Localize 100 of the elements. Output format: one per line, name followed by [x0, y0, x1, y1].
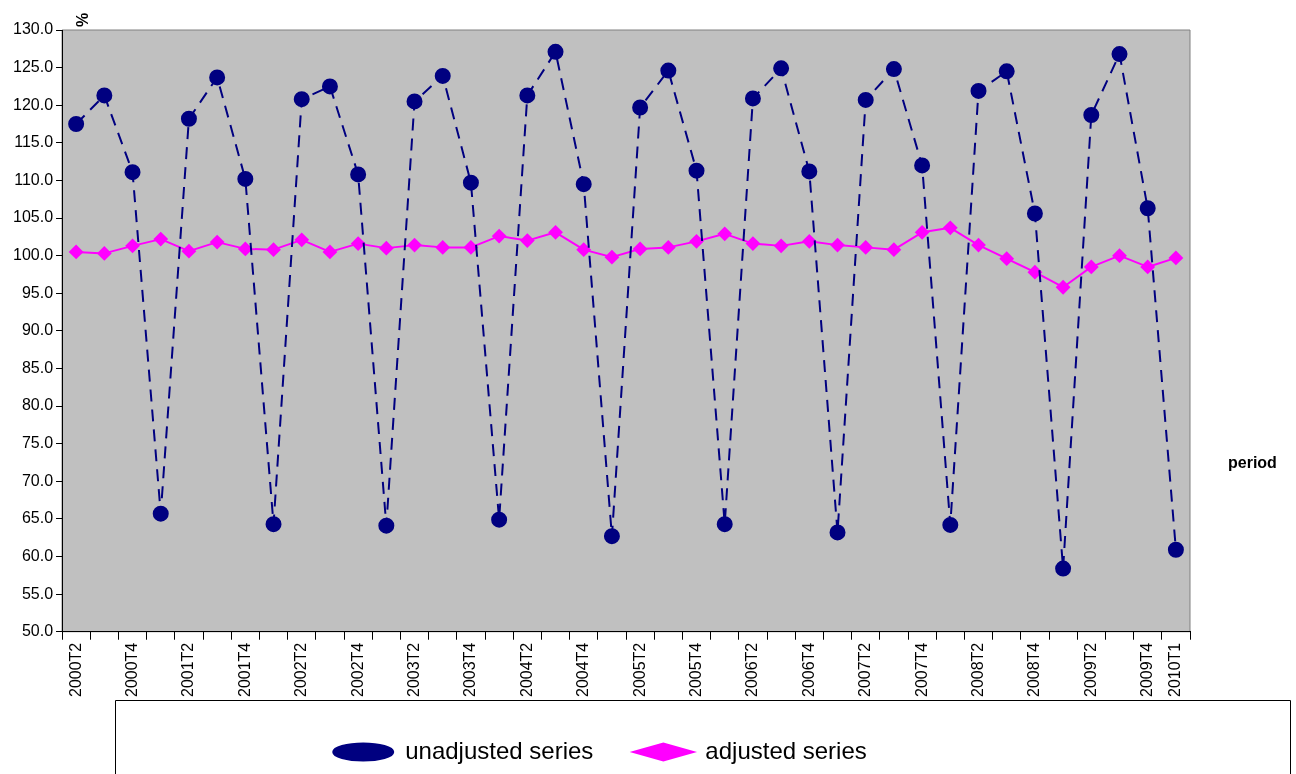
y-tick-label: 110.0 [14, 170, 54, 188]
point [915, 225, 930, 240]
point [857, 91, 874, 108]
point [407, 238, 422, 253]
point [1056, 280, 1071, 295]
y-tick-label: 90.0 [21, 321, 54, 339]
legend-label: adjusted series [705, 736, 867, 764]
point [294, 232, 309, 247]
y-tick-label: 70.0 [21, 471, 54, 489]
point [632, 99, 649, 116]
point [96, 87, 113, 104]
x-axis-title: period [1228, 453, 1277, 471]
point [689, 234, 704, 249]
y-tick-label: 60.0 [21, 546, 54, 564]
point [858, 240, 873, 255]
x-tick-label: 2004T2 [517, 642, 535, 697]
point [688, 162, 705, 179]
point [124, 164, 141, 181]
point [1112, 248, 1127, 263]
point [830, 238, 845, 253]
y-tick-label: 55.0 [21, 584, 54, 602]
point [1168, 250, 1183, 265]
point [745, 236, 760, 251]
point [802, 234, 817, 249]
point [1167, 541, 1184, 558]
point [575, 176, 592, 193]
point [406, 93, 423, 110]
x-tick-label: 2003T2 [404, 642, 422, 697]
point [152, 505, 169, 522]
point [998, 63, 1015, 80]
point [238, 241, 253, 256]
point [660, 62, 677, 79]
x-tick-label: 2005T4 [686, 642, 704, 697]
x-tick-label: 2006T2 [743, 642, 761, 697]
y-tick-label: 65.0 [21, 509, 54, 527]
y-axis-title: % [74, 12, 92, 28]
point [379, 241, 394, 256]
point [1083, 107, 1100, 123]
point [1139, 200, 1156, 217]
x-tick-label: 2010T1 [1166, 642, 1184, 697]
point [97, 246, 112, 261]
point [774, 238, 789, 253]
point [1140, 259, 1155, 274]
y-tick-label: 130.0 [12, 20, 54, 38]
point [914, 157, 931, 174]
point [435, 240, 450, 255]
x-tick-label: 2008T2 [968, 642, 986, 697]
point [744, 90, 761, 107]
x-tick-label: 2009T4 [1138, 642, 1156, 697]
x-tick-label: 2008T4 [1025, 642, 1043, 697]
point [942, 516, 959, 533]
point [434, 67, 451, 84]
y-tick-label: 100.0 [12, 246, 54, 264]
point [68, 116, 85, 133]
point [210, 235, 225, 250]
legend-label: unadjusted series [405, 736, 594, 764]
point [463, 240, 478, 255]
point [999, 251, 1014, 266]
point [943, 220, 958, 235]
y-tick-label: 75.0 [21, 434, 54, 452]
x-tick-label: 2002T2 [292, 642, 310, 697]
point [971, 238, 986, 253]
point [492, 229, 507, 244]
point [970, 82, 987, 99]
point [350, 166, 367, 183]
point [520, 233, 535, 248]
x-tick-label: 2003T4 [461, 642, 479, 697]
x-tick-label: 2005T2 [630, 642, 648, 697]
point [237, 170, 254, 187]
point [548, 225, 563, 240]
point [378, 517, 395, 534]
point [462, 174, 479, 191]
y-tick-label: 120.0 [12, 95, 54, 113]
point [773, 60, 790, 77]
point [153, 232, 168, 247]
x-tick-label: 2000T4 [122, 642, 140, 697]
point [661, 240, 676, 255]
point [576, 242, 591, 257]
point [801, 163, 818, 180]
x-tick-label: 2007T4 [912, 642, 930, 697]
x-tick-label: 2002T4 [348, 642, 366, 697]
y-tick-label: 125.0 [12, 58, 54, 76]
x-tick-label: 2009T2 [1081, 642, 1099, 697]
point [1111, 46, 1128, 63]
point [717, 226, 732, 241]
point [716, 516, 733, 533]
point [181, 244, 196, 259]
y-tick-label: 95.0 [21, 283, 54, 301]
point [125, 238, 140, 253]
point [293, 91, 310, 108]
x-tick-label: 2004T4 [574, 642, 592, 697]
y-tick-label: 105.0 [12, 208, 54, 226]
point [829, 524, 846, 541]
point [519, 87, 536, 104]
point [180, 110, 197, 127]
point [209, 69, 226, 86]
y-tick-label: 80.0 [21, 396, 54, 414]
point [885, 61, 902, 78]
x-tick-label: 2001T2 [179, 642, 197, 697]
point [69, 244, 84, 259]
